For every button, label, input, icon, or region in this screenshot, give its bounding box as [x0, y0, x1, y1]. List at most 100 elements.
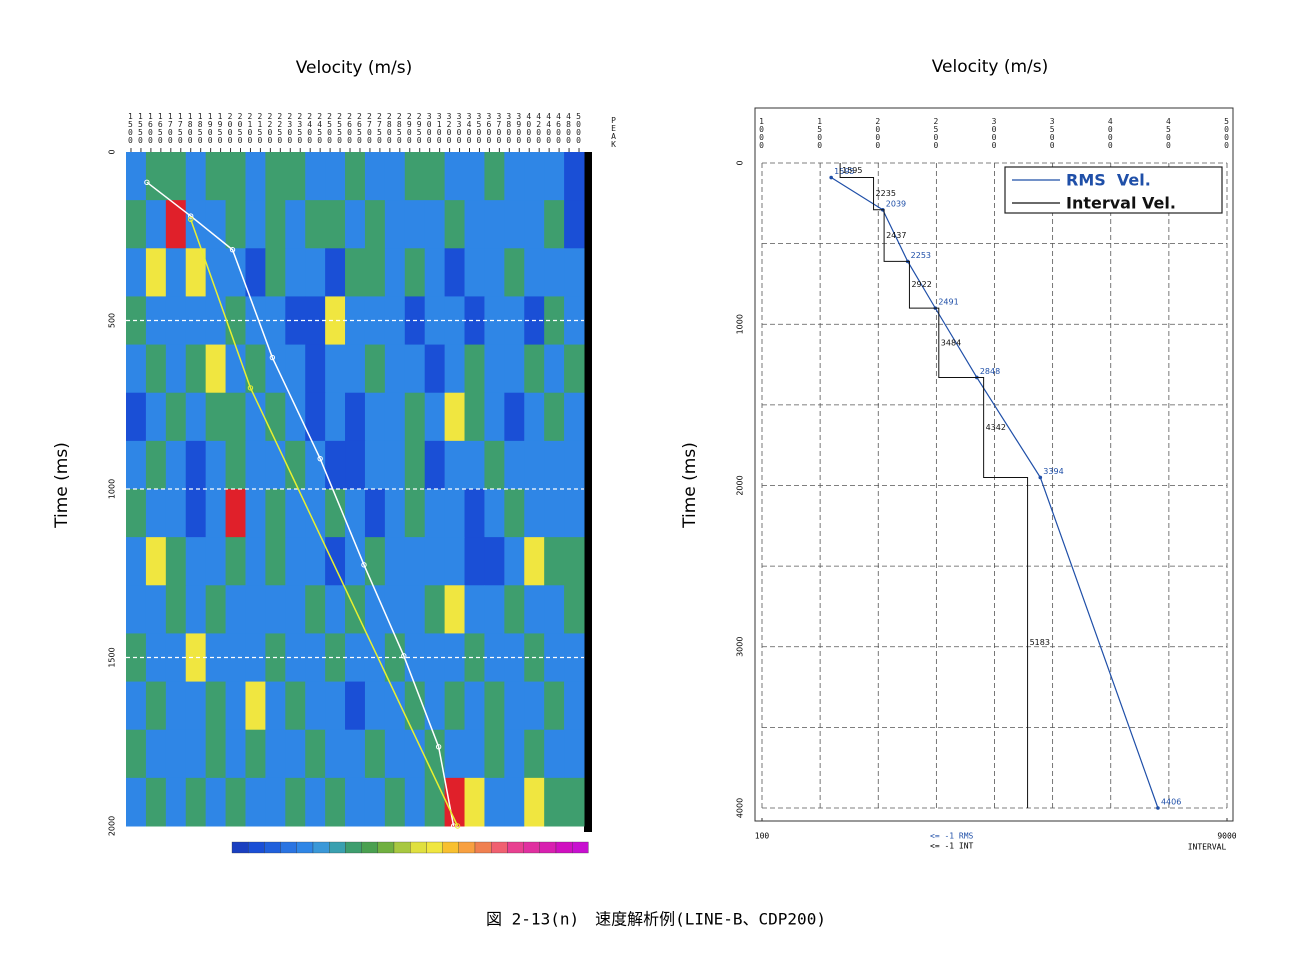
heat-cell — [424, 200, 446, 249]
peak-label: PEAK — [609, 116, 618, 148]
heat-cell — [126, 729, 147, 779]
x-tick-label: 5000 — [1222, 117, 1231, 149]
heat-cell — [444, 537, 466, 586]
heat-cell — [265, 248, 286, 297]
heat-cell — [205, 440, 227, 490]
heat-cell — [464, 537, 485, 586]
heat-cell — [185, 440, 207, 490]
heat-cell — [325, 440, 346, 490]
colorbar-swatch — [231, 841, 249, 854]
heat-cell — [564, 489, 585, 538]
heat-cell — [544, 344, 565, 394]
data-label: 2922 — [911, 280, 931, 289]
x-tick-label: 1750 — [175, 112, 185, 144]
heat-cell — [464, 344, 485, 394]
colorbar-swatch — [572, 841, 589, 854]
heat-cell — [384, 537, 406, 586]
heat-cell — [524, 392, 545, 442]
heat-cell — [126, 248, 147, 297]
heat-cell — [364, 200, 386, 249]
heat-cell — [126, 585, 147, 634]
heat-cell — [544, 489, 565, 538]
heat-cell — [484, 777, 505, 827]
x-tick-label: 2200 — [265, 112, 275, 144]
colorbar-swatch — [491, 841, 508, 854]
colorbar-swatch — [523, 841, 540, 854]
x-tick-label: 1650 — [155, 112, 165, 144]
heat-cell — [544, 392, 565, 442]
x-tick-label: 2850 — [394, 112, 404, 144]
heat-cell — [384, 729, 406, 779]
heat-cell — [325, 633, 346, 683]
heat-cell — [145, 537, 167, 586]
heat-cell — [364, 585, 386, 634]
heat-cell — [245, 392, 266, 442]
heat-cell — [464, 248, 485, 297]
heat-cell — [424, 440, 446, 490]
heat-cell — [564, 248, 585, 297]
x-tick-label: 3300 — [454, 112, 464, 144]
heat-cell — [165, 344, 187, 394]
heat-cell — [524, 344, 545, 394]
heat-cell — [464, 489, 485, 538]
heat-cell — [384, 440, 406, 490]
heat-cell — [325, 200, 346, 249]
colorbar-swatch — [442, 841, 459, 854]
heat-cell — [265, 392, 286, 442]
heat-cell — [444, 440, 466, 490]
heat-cell — [225, 633, 246, 683]
heat-cell — [564, 440, 585, 490]
heat-cell — [404, 537, 426, 586]
x-tick-label: 2350 — [295, 112, 305, 144]
heat-cell — [245, 537, 266, 586]
heat-cell — [504, 537, 525, 586]
x-tick-label: 3600 — [484, 112, 494, 144]
data-label: 1595 — [842, 166, 862, 175]
heat-cell — [564, 392, 585, 442]
heat-cell — [364, 248, 386, 297]
x-tick-label: 2800 — [384, 112, 394, 144]
heat-cell — [424, 248, 446, 297]
heat-cell — [345, 633, 366, 683]
heat-cell — [484, 489, 505, 538]
colorbar-swatch — [264, 841, 281, 854]
heat-cell — [265, 344, 286, 394]
y-tick-label: 1000 — [108, 479, 117, 499]
x-tick-label: 1550 — [135, 112, 145, 144]
pick-point — [188, 216, 194, 223]
x-tick-label: 1900 — [205, 112, 215, 144]
heat-cell — [245, 489, 266, 538]
heat-cell — [126, 489, 147, 538]
x-tick-label: 3900 — [514, 112, 524, 144]
heat-cell — [165, 200, 187, 249]
heat-cell — [564, 681, 585, 731]
heat-cell — [404, 777, 426, 827]
heat-cell — [484, 200, 505, 249]
rms-point — [1038, 475, 1043, 480]
heat-cell — [205, 344, 227, 394]
pick-point — [269, 354, 276, 361]
heat-cell — [325, 296, 346, 346]
heat-cell — [245, 440, 266, 490]
heat-cell — [126, 681, 147, 731]
colorbar-swatch — [507, 841, 524, 854]
y-tick-label: 1000 — [736, 314, 745, 334]
heat-cell — [364, 681, 386, 731]
heat-cell — [484, 585, 505, 634]
heat-cell — [245, 248, 266, 297]
heat-cell — [185, 681, 207, 731]
heat-cell — [145, 777, 167, 827]
heat-cell — [285, 729, 306, 779]
x-tick-label: 1850 — [195, 112, 205, 144]
heat-cell — [165, 489, 187, 538]
heat-cell — [364, 729, 386, 779]
x-tick-label: 4000 — [1105, 117, 1115, 149]
heat-cell — [424, 489, 446, 538]
heat-cell — [225, 585, 246, 634]
heat-cell — [185, 489, 207, 538]
pick-point — [361, 562, 367, 568]
pick-line — [146, 181, 455, 827]
heat-cell — [185, 633, 207, 683]
heat-cell — [245, 152, 266, 201]
heat-cell — [404, 489, 426, 538]
